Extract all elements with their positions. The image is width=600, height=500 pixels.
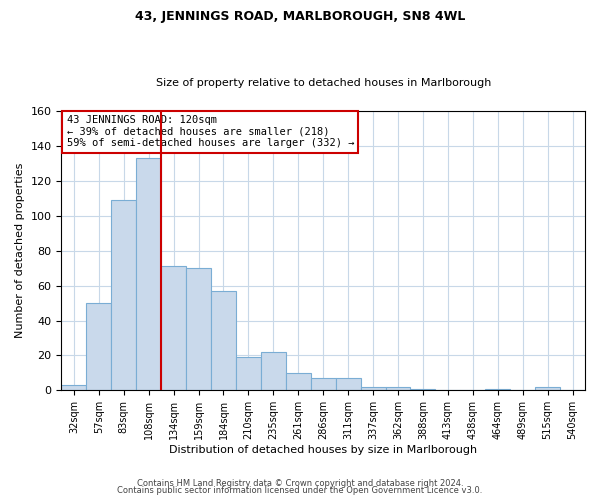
Text: Contains HM Land Registry data © Crown copyright and database right 2024.: Contains HM Land Registry data © Crown c… [137, 478, 463, 488]
Y-axis label: Number of detached properties: Number of detached properties [15, 163, 25, 338]
Bar [361, 387, 386, 390]
Bar [186, 268, 211, 390]
Bar [485, 388, 510, 390]
Bar [136, 158, 161, 390]
Bar [386, 387, 410, 390]
Bar [261, 352, 286, 391]
Text: Contains public sector information licensed under the Open Government Licence v3: Contains public sector information licen… [118, 486, 482, 495]
Bar [111, 200, 136, 390]
Text: 43 JENNINGS ROAD: 120sqm
← 39% of detached houses are smaller (218)
59% of semi-: 43 JENNINGS ROAD: 120sqm ← 39% of detach… [67, 115, 354, 148]
Title: Size of property relative to detached houses in Marlborough: Size of property relative to detached ho… [155, 78, 491, 88]
Bar [286, 373, 311, 390]
Bar [335, 378, 361, 390]
Bar [211, 291, 236, 390]
X-axis label: Distribution of detached houses by size in Marlborough: Distribution of detached houses by size … [169, 445, 477, 455]
Text: 43, JENNINGS ROAD, MARLBOROUGH, SN8 4WL: 43, JENNINGS ROAD, MARLBOROUGH, SN8 4WL [135, 10, 465, 23]
Bar [236, 357, 261, 390]
Bar [535, 387, 560, 390]
Bar [61, 385, 86, 390]
Bar [161, 266, 186, 390]
Bar [311, 378, 335, 390]
Bar [410, 388, 436, 390]
Bar [86, 303, 111, 390]
